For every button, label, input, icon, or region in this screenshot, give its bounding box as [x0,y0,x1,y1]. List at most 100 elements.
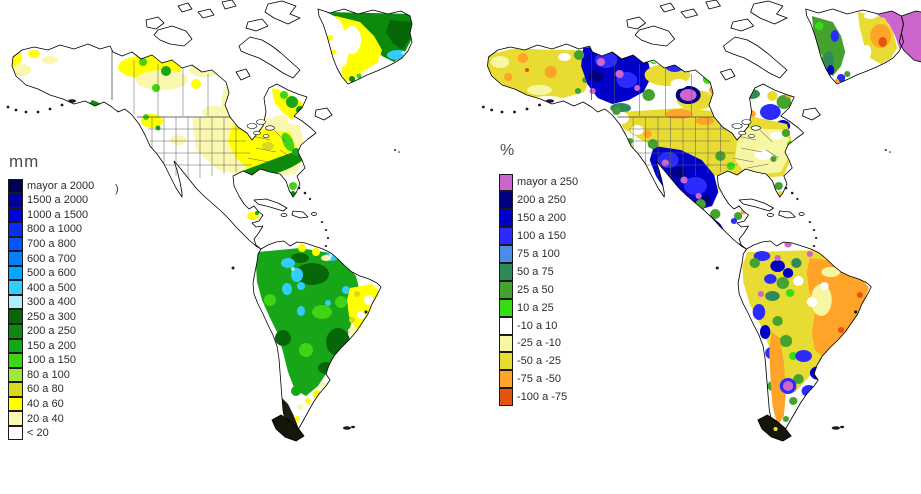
legend-row: mayor a 2000 [8,178,95,194]
legend-swatch [499,227,513,246]
legend-row: mayor a 250 [499,173,579,192]
legend-label: -50 a -25 [517,355,562,368]
anomaly-legend-title: % [500,142,515,159]
legend-swatch [8,323,23,339]
legend-swatch [8,294,23,310]
precipitation-map [0,0,413,442]
legend-swatch [8,280,23,295]
legend-swatch [499,316,513,335]
legend-row: 1000 a 1500 [8,207,94,223]
legend-label: 250 a 300 [27,310,76,323]
legend-label: 100 a 150 [517,230,566,243]
legend-label: 60 a 80 [27,383,64,396]
legend-swatch [8,236,23,252]
legend-row: 100 a 150 [8,353,94,369]
legend-row: 40 a 60 [8,396,94,412]
legend-swatch [8,382,23,397]
legend-row: 700 a 800 [8,236,94,252]
legend-label: 600 a 700 [27,252,76,265]
legend-swatch [8,425,23,441]
legend-row: 100 a 150 [499,227,578,246]
legend-label: 1500 a 2000 [27,194,89,207]
legend-row: -50 a -25 [499,352,578,371]
legend-row: 200 a 250 [8,323,94,339]
legend-row: 800 a 1000 [8,222,94,238]
legend-row: 200 a 250 [499,191,578,210]
legend-swatch [499,262,513,281]
anomaly-legend: % mayor a 250 200 a 250 150 a 200 100 a 150… [499,141,578,407]
legend-label: 10 a 25 [517,301,554,314]
legend-swatch [499,191,513,210]
legend-row: -75 a -50 [499,370,578,389]
legend-label: 80 a 100 [27,368,70,381]
legend-row: 10 a 25 [499,298,578,317]
legend-label: 500 a 600 [27,267,76,280]
precipitation-legend-title: mm [9,152,40,171]
legend-row: -100 a -75 [499,388,578,407]
legend-swatch [8,367,23,383]
legend-swatch [499,298,513,317]
legend-swatch [499,245,513,263]
legend-label: 75 a 100 [517,248,560,260]
legend-swatch [499,173,513,192]
legend-row: -10 a 10 [499,316,578,335]
legend-row: 250 a 300 [8,309,94,325]
anomaly-legend-rows: mayor a 250 200 a 250 150 a 200 100 a 150 75… [499,173,579,407]
precipitation-legend-rows: mayor a 2000 1500 a 2000 1000 a 1500 800 a … [8,178,95,441]
legend-label: 400 a 500 [27,281,76,294]
legend-label: 800 a 1000 [27,223,83,236]
legend-label: -100 a -75 [517,391,568,404]
legend-label: 200 a 250 [517,194,566,207]
legend-label: 25 a 50 [517,283,554,296]
legend-swatch [8,396,23,412]
legend-row: 300 a 400 [8,294,94,310]
legend-swatch [499,209,513,228]
legend-swatch [8,251,23,266]
legend-row: 150 a 200 [499,209,578,228]
precipitation-legend: mm mayor a 2000 1500 a 2000 1000 a 1500 800… [8,152,94,441]
legend-row: 400 a 500 [8,280,94,296]
legend-row: -25 a -10 [499,334,578,353]
legend-row: 75 a 100 [499,245,578,264]
legend-label: mayor a 2000 [27,179,95,192]
legend-swatch [8,309,23,324]
legend-swatch [8,411,23,426]
legend-row: 80 a 100 [8,367,94,383]
legend-row: 60 a 80 [8,382,94,398]
legend-label: -75 a -50 [517,373,562,386]
legend-swatch [499,280,513,299]
legend-swatch [8,193,23,208]
legend-label: 1000 a 1500 [27,208,89,221]
legend-label: 150 a 200 [517,212,566,225]
legend-row: 150 a 200 [8,338,94,354]
legend-swatch [8,353,23,368]
legend-label: mayor a 250 [517,176,579,189]
legend-swatch [8,207,23,223]
legend-row: 20 a 40 [8,411,94,427]
legend-label: -10 a 10 [517,319,558,332]
legend-row: 500 a 600 [8,265,94,281]
legend-row: 1500 a 2000 [8,193,94,209]
legend-label: 20 a 40 [27,412,64,425]
legend-label: 300 a 400 [27,296,76,309]
legend-row: 25 a 50 [499,280,578,299]
legend-label: 50 a 75 [517,265,554,278]
stray-parenthesis-text: ) [115,183,119,195]
anomaly-map [475,0,921,442]
legend-swatch [499,388,513,407]
legend-swatch [499,334,513,353]
legend-label: 100 a 150 [27,354,76,367]
legend-swatch [499,370,513,389]
legend-label: 700 a 800 [27,237,76,250]
legend-label: 40 a 60 [27,397,64,410]
legend-label: -25 a -10 [517,337,562,350]
legend-label: < 20 [27,427,49,440]
legend-swatch [8,222,23,237]
legend-label: 200 a 250 [27,325,76,338]
legend-swatch [499,352,513,371]
legend-swatch [8,178,23,194]
legend-row: < 20 [8,425,94,441]
legend-swatch [8,338,23,354]
legend-row: 600 a 700 [8,251,94,267]
